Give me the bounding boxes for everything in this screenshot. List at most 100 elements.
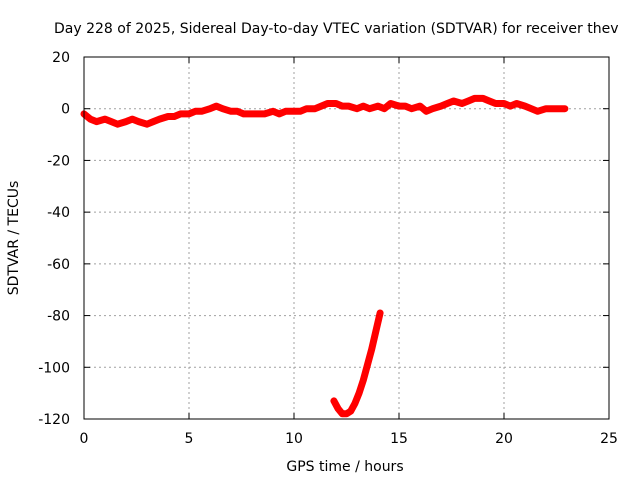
data-point <box>219 105 226 112</box>
data-point <box>207 105 213 112</box>
data-point <box>356 390 363 397</box>
data-point <box>543 105 549 112</box>
data-point <box>534 108 541 115</box>
data-point <box>228 108 234 115</box>
data-point <box>93 118 100 125</box>
data-point <box>297 108 304 115</box>
data-point <box>549 105 556 112</box>
data-point <box>324 100 331 107</box>
data-point <box>513 100 520 107</box>
x-tick-label: 20 <box>495 431 513 447</box>
data-point <box>387 100 394 107</box>
data-point <box>429 105 436 112</box>
data-point <box>555 105 562 112</box>
axis-ticks: 0 5 10 15 20 25 -120 -100 -80 -60 -40 -20 0 20 <box>38 50 618 447</box>
data-point <box>330 397 337 404</box>
y-tick-label: 20 <box>52 50 70 66</box>
data-point <box>198 108 205 115</box>
grid <box>84 57 609 419</box>
data-point <box>177 110 184 117</box>
data-point <box>375 103 381 110</box>
data-point <box>450 98 457 104</box>
data-point <box>102 116 108 123</box>
data-point <box>377 310 384 316</box>
data-point <box>492 100 499 107</box>
data-point <box>459 100 465 107</box>
data-point <box>339 103 346 110</box>
x-tick-label: 10 <box>285 431 303 447</box>
data-point <box>507 103 514 110</box>
data-series <box>80 94 569 418</box>
chart-title: Day 228 of 2025, Sidereal Day-to-day VTE… <box>54 21 618 37</box>
data-point <box>351 400 358 407</box>
data-point <box>150 118 157 125</box>
plot-frame <box>83 56 610 420</box>
data-point <box>318 103 325 110</box>
data-point <box>402 103 409 110</box>
series-1 <box>80 94 569 128</box>
data-point <box>360 377 367 384</box>
data-point <box>249 110 255 117</box>
y-tick-label: 0 <box>61 102 70 118</box>
data-point <box>528 105 535 112</box>
data-point <box>366 105 373 112</box>
data-point <box>368 346 375 353</box>
data-point <box>171 113 178 120</box>
data-point <box>396 103 402 110</box>
data-point <box>108 118 115 125</box>
x-tick-label: 15 <box>390 431 408 447</box>
data-point <box>114 121 121 128</box>
series-line <box>330 309 384 418</box>
series-2 <box>330 309 384 418</box>
data-point <box>192 108 199 115</box>
data-point <box>270 108 276 115</box>
data-point <box>471 95 478 102</box>
y-tick-label: -120 <box>38 412 70 428</box>
data-point <box>291 108 297 115</box>
y-axis-title: SDTVAR / TECUs <box>6 181 22 296</box>
data-point <box>561 105 568 112</box>
data-point <box>345 103 352 110</box>
data-point <box>423 108 430 115</box>
y-tick-label: -80 <box>47 309 70 325</box>
data-point <box>417 103 423 110</box>
data-point <box>282 108 289 115</box>
data-point <box>186 110 192 117</box>
data-point <box>261 110 268 117</box>
x-tick-label: 5 <box>185 431 194 447</box>
data-point <box>312 105 318 112</box>
data-point <box>123 118 129 125</box>
data-point <box>87 116 94 123</box>
data-point <box>303 105 310 112</box>
x-axis-title: GPS time / hours <box>286 459 403 475</box>
x-tick-label: 0 <box>80 431 89 447</box>
data-point <box>372 328 379 335</box>
data-point <box>276 110 283 117</box>
data-point <box>156 116 163 123</box>
data-point <box>129 116 136 123</box>
data-point <box>240 110 247 117</box>
data-point <box>360 103 367 110</box>
y-tick-label: -100 <box>38 360 70 376</box>
data-point <box>335 405 342 412</box>
y-tick-label: -40 <box>47 205 70 221</box>
data-point <box>381 105 388 112</box>
data-point <box>480 95 486 102</box>
data-point <box>234 108 241 115</box>
data-point <box>144 121 150 128</box>
data-point <box>339 410 346 417</box>
data-point <box>486 98 493 104</box>
data-point <box>408 105 415 112</box>
data-point <box>438 103 444 110</box>
data-point <box>333 100 339 107</box>
data-point <box>444 100 451 107</box>
data-point <box>465 98 472 104</box>
data-point <box>213 103 220 110</box>
data-point <box>255 110 262 117</box>
data-point <box>501 100 507 107</box>
data-point <box>522 103 528 110</box>
data-point <box>364 361 371 368</box>
y-tick-label: -20 <box>47 153 70 169</box>
series-line <box>80 94 569 128</box>
